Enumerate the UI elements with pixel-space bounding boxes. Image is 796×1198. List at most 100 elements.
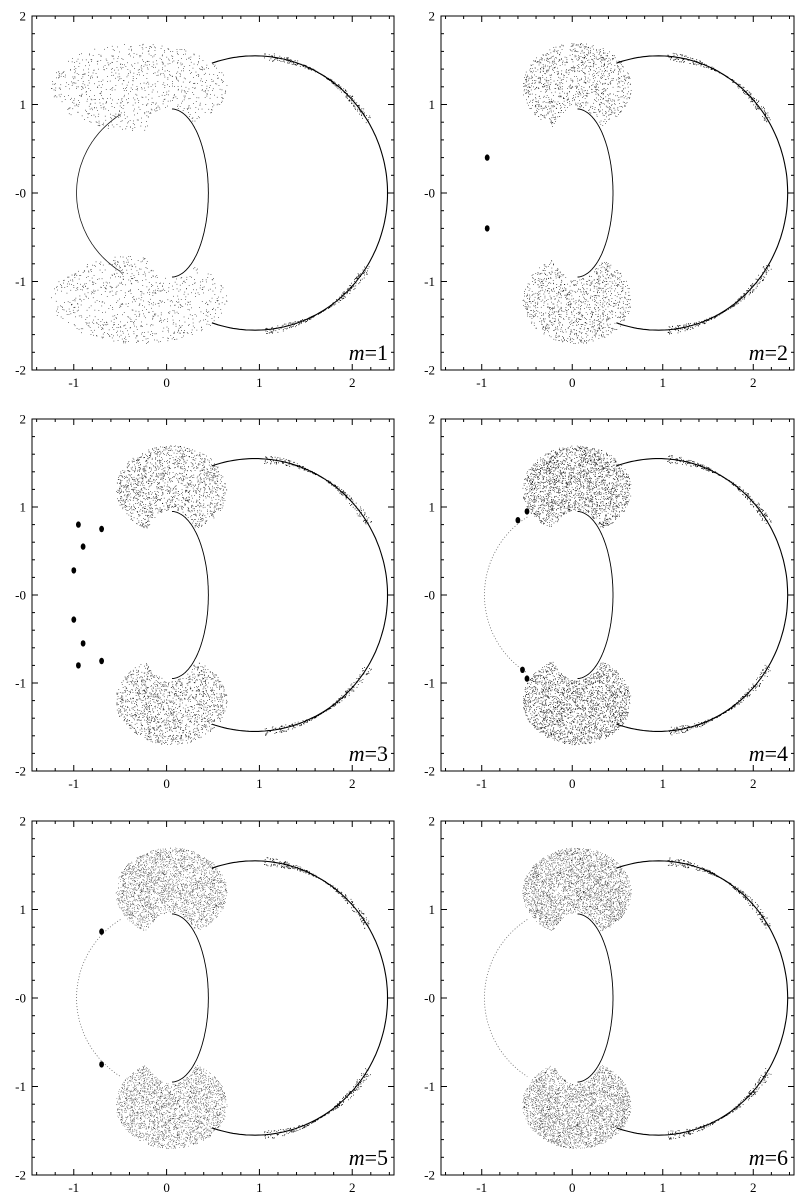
inner-arc [171,913,209,1083]
y-tick-label: -1 [15,676,26,691]
y-tick-label: 2 [20,814,27,829]
outer-arc [211,55,389,331]
x-tick-label: -1 [476,1180,487,1195]
x-tick-label: 0 [569,375,576,390]
scatter-points [115,847,371,1149]
x-tick-label: 0 [163,375,170,390]
plot-area [484,43,789,344]
axes-frame [31,15,395,371]
blob [520,666,525,673]
x-tick-label: 1 [660,375,667,390]
x-tick-label: -1 [476,776,487,791]
x-tick-label: 2 [750,1180,757,1195]
x-tick-label: -1 [68,1180,79,1195]
y-tick-label: 2 [429,9,436,24]
y-tick-label: -0 [424,588,435,603]
y-tick-label: -2 [424,764,435,779]
blob [76,662,81,669]
outer-arc [616,458,789,732]
blob [99,928,104,935]
y-tick-label: 1 [20,97,27,112]
ticks [32,820,394,1176]
plot-area [51,43,389,344]
x-tick-label: -1 [68,776,79,791]
y-tick-label: -1 [424,1079,435,1094]
panel-4: -1 0 1 2 -2 -1 -0 1 2 m=4 [424,412,795,791]
ticks [441,15,794,371]
plot-area [76,847,389,1149]
x-tick-label: 0 [569,1180,576,1195]
inner-arc [577,510,614,680]
scatter-points [522,43,772,344]
y-tick-label: -1 [15,274,26,289]
panel-3: -1 0 1 2 -2 -1 -0 1 2 m=3 [15,412,395,791]
y-tick-label: -0 [15,588,26,603]
scatter-points [522,847,772,1149]
panel-label: m=6 [749,1145,788,1170]
ticks [441,820,794,1176]
y-tick-label: -0 [15,991,26,1006]
blob [99,1061,104,1068]
plot-area [483,847,789,1149]
x-tick-label: 1 [256,1180,263,1195]
y-tick-label: -0 [15,186,26,201]
outer-arc [211,458,389,732]
panel-label: m=2 [749,340,788,365]
panel-label: m=5 [349,1145,388,1170]
scatter-points [51,43,371,344]
outer-arc [616,55,789,331]
y-tick-label: 1 [429,500,436,515]
y-tick-label: -1 [424,274,435,289]
plot-area [483,445,789,746]
blob [524,508,530,515]
scatter-points [522,445,772,746]
blob [99,525,104,533]
blob [484,225,490,232]
y-tick-label: -2 [15,764,26,779]
blob [99,657,104,665]
y-tick-label: -2 [424,1168,435,1183]
y-tick-label: -0 [424,186,435,201]
panel-2: -1 0 1 2 -2 -1 -0 1 2 m=2 [424,9,795,390]
blob [80,543,86,550]
outer-arc [616,860,789,1136]
panel-6: -1 0 1 2 -2 -1 -0 1 2 m=6 [424,814,795,1195]
panel-label: m=1 [349,340,388,365]
y-tick-label: -0 [424,991,435,1006]
x-tick-label: 0 [163,776,170,791]
ticks [32,418,394,772]
scatter-points [116,445,372,745]
x-tick-label: 1 [660,1180,667,1195]
left-arc [76,919,121,1077]
axes-frame [31,418,395,772]
x-tick-label: 2 [750,375,757,390]
plot-area [71,445,389,745]
blob [524,675,530,682]
blob [71,567,77,574]
blob [71,616,77,623]
y-tick-label: 1 [20,902,27,917]
y-tick-label: 2 [429,412,436,427]
y-tick-label: -1 [15,1079,26,1094]
x-tick-label: -1 [68,375,79,390]
y-tick-label: -1 [424,676,435,691]
y-tick-label: 1 [20,500,27,515]
x-tick-label: 2 [349,1180,356,1195]
outer-arc [211,860,389,1136]
panel-5: -1 0 1 2 -2 -1 -0 1 2 m=5 [15,814,395,1195]
inner-arc [171,510,209,680]
panel-label: m=3 [349,741,388,766]
y-tick-label: 1 [429,902,436,917]
axes-frame [440,418,795,772]
left-arc [483,919,528,1077]
x-tick-label: 0 [569,776,576,791]
blob [515,517,521,524]
x-tick-label: 1 [256,375,263,390]
y-tick-label: 2 [429,814,436,829]
axes-frame [440,15,795,371]
blob [76,521,81,528]
inner-arc [577,913,614,1083]
y-tick-label: -2 [15,363,26,378]
axes-frame [31,820,395,1176]
